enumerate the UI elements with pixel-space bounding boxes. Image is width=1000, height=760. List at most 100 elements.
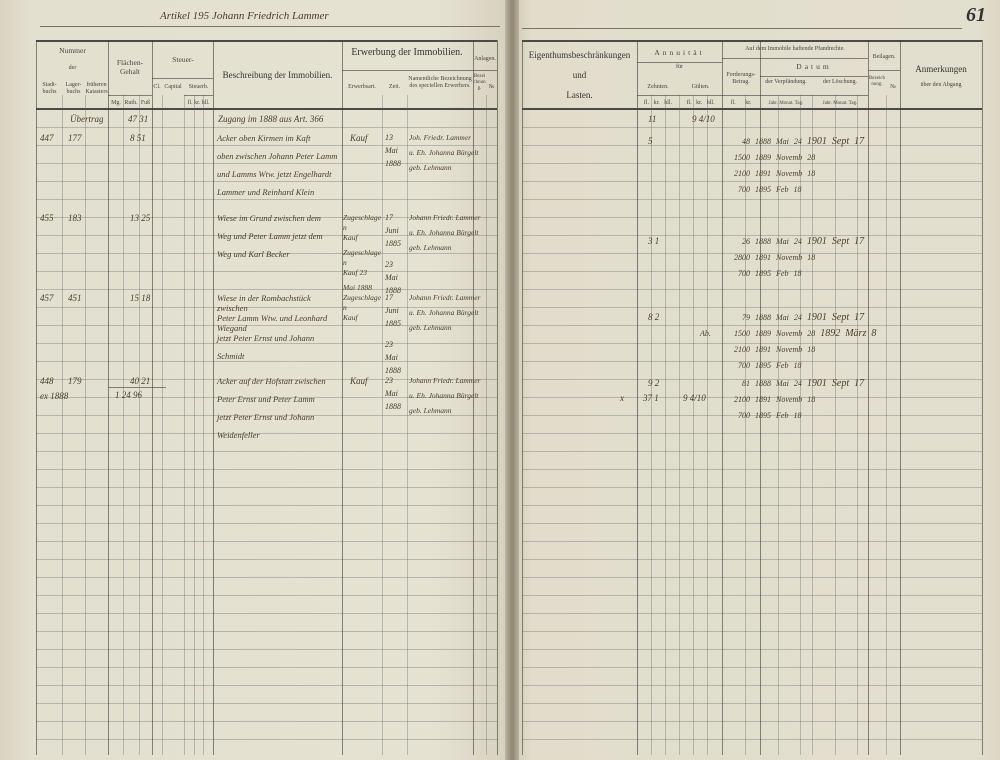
forderung-betrag: 700: [738, 411, 750, 420]
column-rule: [108, 40, 109, 755]
verpfaendung-date: 1888: [755, 237, 771, 246]
loeschung-date: Sept: [831, 136, 850, 147]
column-rule: [152, 40, 153, 755]
forderung-betrag: 1500: [734, 153, 750, 162]
pfandrecht-row: 1500 1889 Novemb 28: [728, 152, 815, 163]
hdr-datum: Datum: [796, 62, 832, 71]
forderung-betrag: 2100: [734, 169, 750, 178]
description-line: Wiese im Grund zwischen dem: [217, 213, 321, 223]
verpfaendung-date: 1895: [755, 269, 771, 278]
hdr-namentliche: Namentliche Bezeichnung des speciellen E…: [408, 76, 472, 90]
verpfaendung-date: 1895: [755, 361, 771, 370]
forderung-betrag: 2100: [734, 395, 750, 404]
description-line: Peter Ernst und Peter Lamm: [217, 394, 315, 404]
pfandrecht-row: 700 1895 Feb 18: [728, 360, 801, 371]
unit-kr: kr.: [696, 100, 703, 106]
verpfaendung-date: 28: [807, 153, 816, 162]
zehnten-value: 3 1: [648, 236, 660, 246]
zeit-value: 1888: [385, 159, 401, 168]
lagerbuch-number: 179: [68, 376, 82, 386]
hdr-beilagen-nr: №: [890, 84, 896, 90]
nummer-uebertrag: Übertrag: [70, 114, 104, 124]
hdr-ueber-abgang: über den Abgang: [920, 82, 962, 88]
zeit-value: 23: [385, 340, 393, 349]
hdr-gueltten: Gülten.: [691, 84, 710, 90]
header-rule: [868, 70, 900, 71]
description-line: Schmidt: [217, 351, 245, 361]
header-rule: [184, 95, 213, 96]
hdr-beilagen: Beilagen.: [872, 54, 896, 60]
hdr-flaechen: Flächen-Gehalt: [116, 58, 144, 76]
hdr-pfandrechte: Auf dem Immobile haftende Pfandrechte.: [745, 46, 845, 52]
zeit-value: 23: [385, 260, 393, 269]
left-header-band: [36, 40, 497, 110]
column-rule: [473, 40, 474, 755]
zehnten-sum: 37 1: [643, 393, 659, 403]
pfandrecht-row: 48 1888 Mai 24 1901 Sept 17: [728, 136, 864, 147]
zeit-value: 23: [385, 376, 393, 385]
pfandrecht-row: 2100 1891 Novemb 18: [728, 168, 815, 179]
column-rule: [760, 40, 761, 755]
unit-tag: Tag.: [794, 101, 804, 106]
header-rule: [152, 78, 213, 79]
abtretung-note: Ab.: [700, 329, 711, 338]
hdr-steuer-capital: Capital: [164, 84, 182, 90]
verpfaendung-date: Novemb: [776, 395, 803, 404]
hdr-frueheren-kataster: früheren Katasters: [85, 82, 108, 96]
erwerbsart-value: Zugeschlagen: [343, 213, 381, 232]
column-rule: [203, 95, 204, 755]
stadtbuch-number: 455: [40, 213, 54, 223]
unit-kr: kr.: [194, 100, 201, 106]
hdr-steuer-units: fl. kr. hll.: [184, 100, 213, 107]
zehnten-value: 9 2: [648, 378, 660, 388]
column-rule: [162, 95, 163, 755]
verpfaendung-date: Mai: [776, 379, 789, 388]
erwerbsart-block: Zugeschlagen Kauf Zugeschlagen Kauf 23 Mai 1…: [343, 213, 381, 298]
description-line: Weidenfeller: [217, 430, 260, 440]
column-rule: [722, 40, 723, 755]
verpfaendung-date: Novemb: [776, 169, 803, 178]
erwerbsart-value: Mai 1888: [343, 283, 372, 292]
verpfaendung-date: 18: [807, 169, 816, 178]
loeschung-date: 8: [871, 328, 877, 339]
description-block: Acker auf der Hofstatt zwischen Peter Ern…: [217, 376, 340, 448]
column-rule: [707, 95, 708, 755]
unit-fl: fl.: [643, 100, 650, 106]
zehnten-value: 5: [648, 136, 653, 146]
column-rule: [637, 40, 638, 755]
verpfaendung-date: Feb: [776, 361, 789, 370]
verpfaendung-date: Novemb: [776, 345, 803, 354]
zehnten-value: 11: [648, 114, 657, 124]
unit-fl: fl.: [686, 100, 692, 106]
forderung-betrag: 700: [738, 185, 750, 194]
column-rule: [522, 40, 523, 755]
hdr-annuitaet: Annuität: [654, 48, 705, 57]
hdr-beilagen-bez: Bezeichnung.: [868, 76, 886, 87]
verpfaendung-date: Feb: [776, 411, 789, 420]
column-rule: [123, 95, 124, 755]
title-rule-right: [522, 28, 962, 29]
forderung-betrag: 81: [742, 379, 750, 388]
column-rule: [778, 95, 779, 755]
hdr-anlagen-nr: №: [488, 84, 495, 90]
erwerbsart-value: Zugeschlagen: [343, 248, 381, 267]
column-rule: [36, 40, 37, 755]
column-rule: [497, 40, 498, 755]
zeit-value: Mai: [385, 273, 398, 282]
erwerber-name: geb. Lehmann: [409, 163, 452, 172]
column-rule: [194, 95, 195, 755]
verpfaendung-date: 18: [793, 185, 802, 194]
verpfaendung-date: 1895: [755, 411, 771, 420]
unit-fl: fl.: [730, 100, 736, 106]
verpfaendung-date: 18: [793, 269, 802, 278]
hdr-erwerbung: Erwerbung der Immobilien.: [351, 47, 463, 58]
loeschung-date: 17: [854, 236, 865, 247]
unit-monat: Monat.: [833, 101, 848, 106]
verpfaendung-date: 1888: [755, 313, 771, 322]
verpfaendung-date: 28: [807, 329, 816, 338]
page-number: 61: [966, 4, 986, 26]
header-rule: [722, 58, 868, 59]
header-rule: [473, 70, 497, 71]
description-line: Peter Lamm Wtw. und Leonhard Wiegand: [217, 313, 328, 333]
forderung-betrag: 700: [738, 361, 750, 370]
